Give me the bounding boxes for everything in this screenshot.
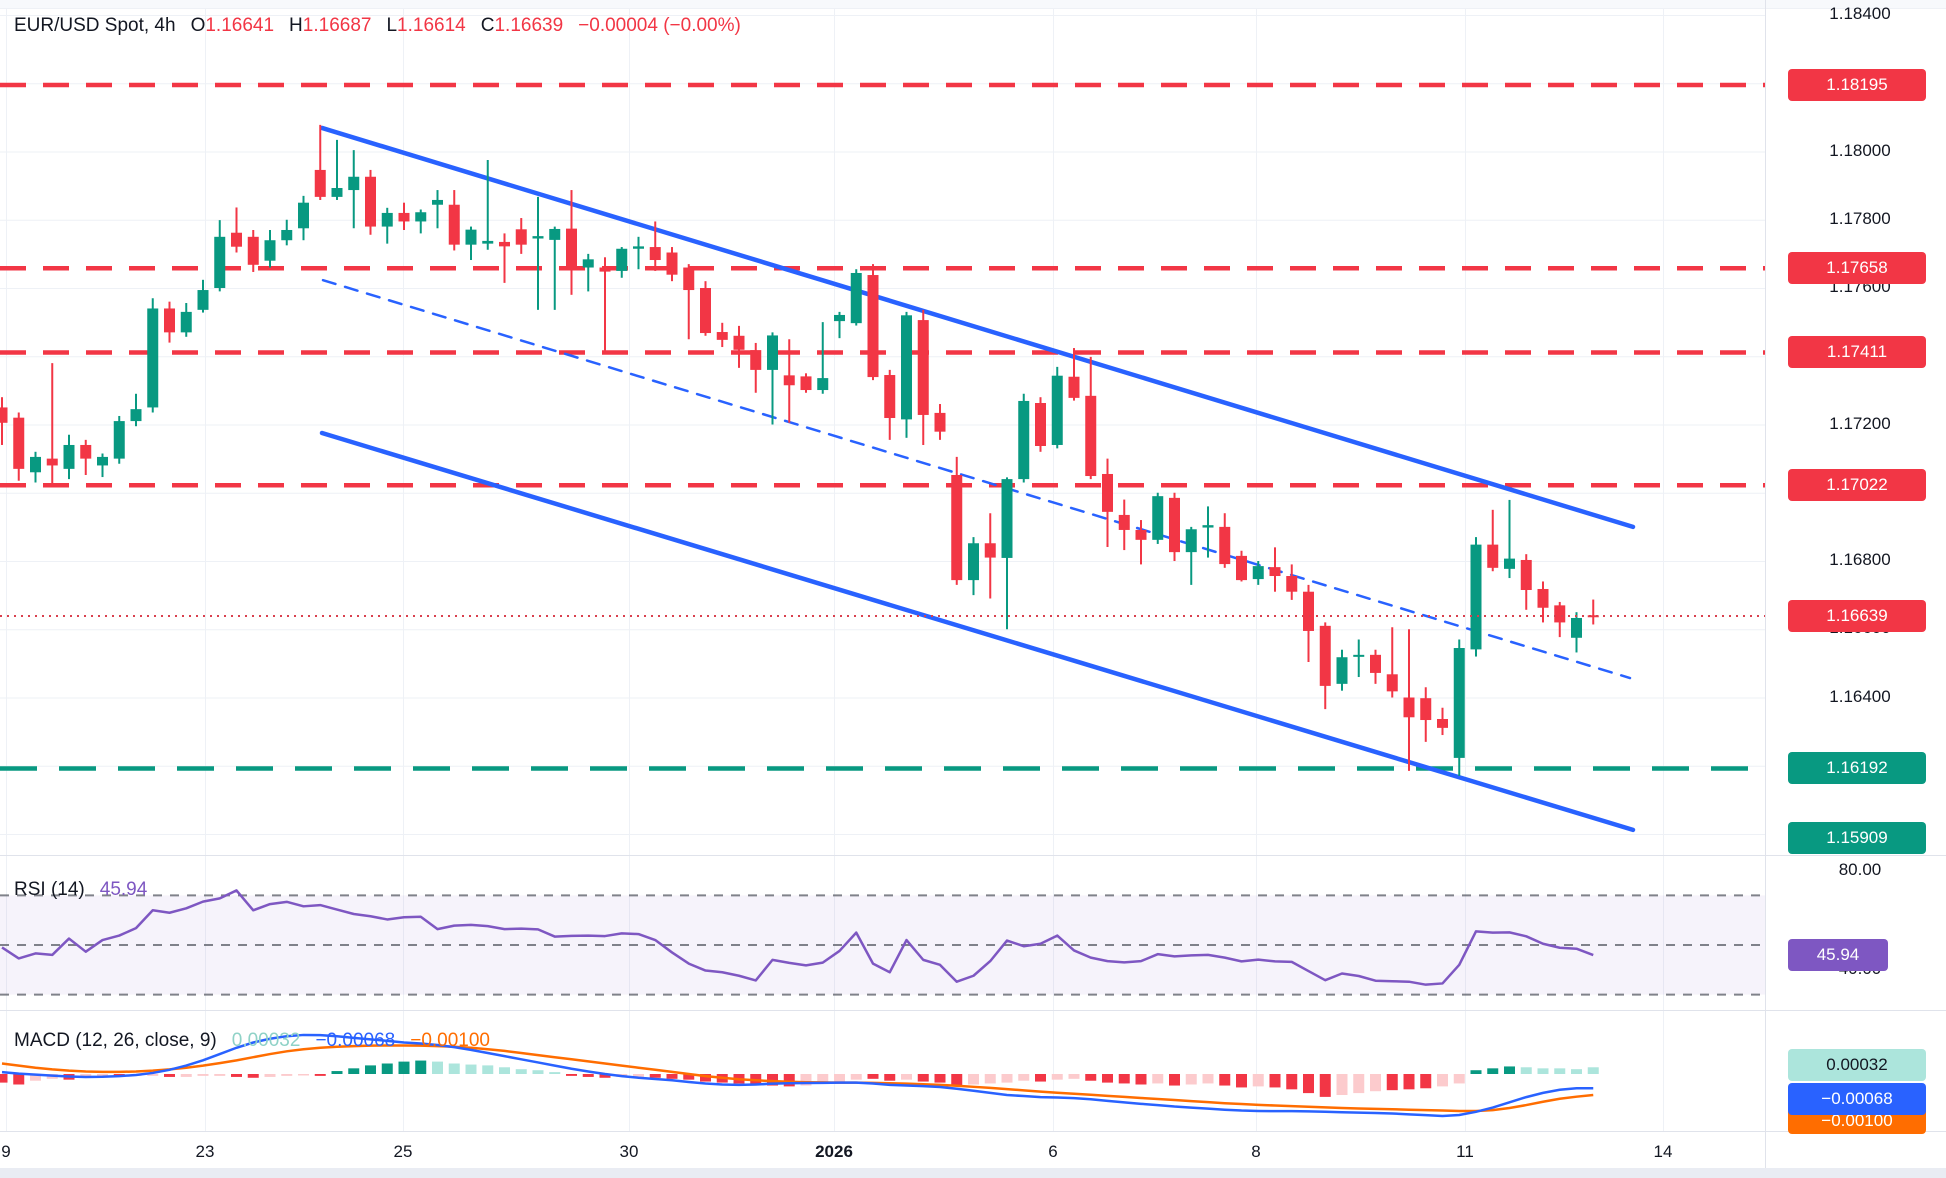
ohlc-open: O1.16641 <box>190 15 275 36</box>
ohlc-low: L1.16614 <box>386 15 466 36</box>
price-axis-label: 1.18400 <box>1829 4 1891 23</box>
symbol-legend[interactable]: EUR/USD Spot, 4h O1.16641 H1.16687 L1.16… <box>14 15 741 37</box>
macd-line-badge: −0.00068 <box>1788 1083 1926 1115</box>
rsi-line <box>1 889 1594 986</box>
rsi-value-badge: 45.94 <box>1788 939 1888 972</box>
rsi-axis-label: 80.00 <box>1838 859 1882 879</box>
macd-series <box>0 1033 1599 1118</box>
price-axis-label: 1.17800 <box>1829 208 1891 228</box>
rsi-value: 45.94 <box>99 879 148 900</box>
price-axis-label: 1.17200 <box>1829 413 1891 433</box>
macd-line-value: −0.00068 <box>315 1030 396 1051</box>
time-axis-label: 30 <box>619 1142 639 1161</box>
rsi-title: RSI (14) <box>14 879 85 900</box>
rsi-legend[interactable]: RSI (14) 45.94 <box>14 879 147 901</box>
time-axis-label: 8 <box>1251 1142 1261 1161</box>
level-price-badge: 1.15909 <box>1788 822 1926 854</box>
level-price-badge: 1.17658 <box>1788 252 1926 285</box>
trend-channel[interactable] <box>319 125 1636 833</box>
time-axis-label: 23 <box>195 1142 215 1161</box>
price-change: −0.00004 (−0.00%) <box>578 15 741 36</box>
time-axis[interactable] <box>0 1131 1946 1172</box>
support-resistance-lines[interactable] <box>0 82 1765 771</box>
price-axis-label: 1.18000 <box>1829 140 1891 160</box>
time-axis-label: 11 <box>1456 1142 1474 1161</box>
level-price-badge: 1.16192 <box>1788 752 1926 785</box>
bottom-scrollbar-strip[interactable] <box>0 1168 1946 1178</box>
macd-legend[interactable]: MACD (12, 26, close, 9) 0.00032 −0.00068… <box>14 1030 490 1052</box>
time-axis-label: 9 <box>1 1142 11 1161</box>
level-price-badge: 1.17411 <box>1788 336 1926 369</box>
price-axis-label: 1.16400 <box>1829 686 1891 706</box>
rsi-zone-band <box>0 894 1765 996</box>
time-axis-label: 2026 <box>815 1142 853 1161</box>
price-axis[interactable] <box>1765 0 1946 1178</box>
symbol-title: EUR/USD Spot, 4h <box>14 15 176 36</box>
ohlc-close: C1.16639 <box>480 15 564 36</box>
level-price-badge: 1.18195 <box>1788 68 1926 101</box>
candlestick-series <box>0 124 1599 776</box>
macd-hist-value: 0.00032 <box>231 1030 301 1051</box>
level-price-badge: 1.17022 <box>1788 469 1926 502</box>
macd-title: MACD (12, 26, close, 9) <box>14 1030 217 1051</box>
current-price-badge: 1.16639 <box>1788 599 1926 632</box>
price-axis-label: 1.16800 <box>1829 550 1891 569</box>
macd-hist-badge: 0.00032 <box>1788 1049 1926 1081</box>
time-axis-label: 14 <box>1653 1142 1673 1161</box>
time-axis-label: 6 <box>1048 1142 1058 1161</box>
top-strip <box>0 0 1946 9</box>
time-axis-label: 25 <box>393 1142 413 1161</box>
macd-signal-value: −0.00100 <box>410 1030 490 1051</box>
ohlc-high: H1.16687 <box>289 15 372 36</box>
